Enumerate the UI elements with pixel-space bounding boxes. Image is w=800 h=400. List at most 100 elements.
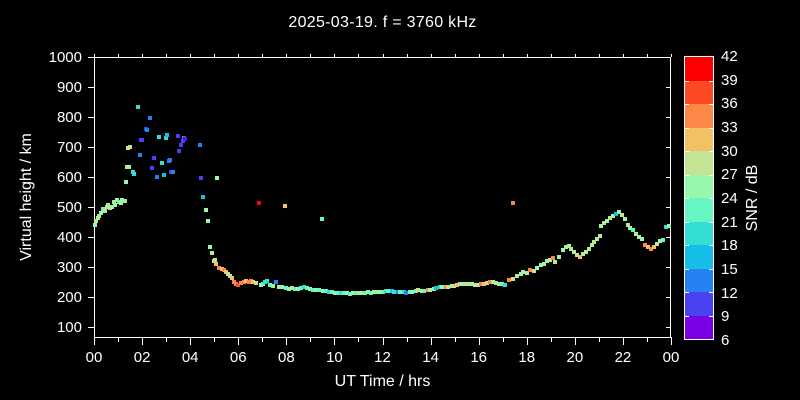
x-tick-label: 18	[518, 349, 536, 366]
data-point	[594, 237, 599, 242]
x-tick-label: 00	[85, 349, 103, 366]
y-right-tick	[666, 297, 671, 298]
scatter-points-layer	[93, 58, 671, 337]
x-minor-tick	[646, 337, 648, 342]
data-point	[230, 276, 235, 281]
y-tick-label: 100	[56, 319, 82, 336]
colorbar-boundary-tick	[709, 292, 713, 293]
colorbar-segment	[685, 292, 713, 316]
data-point	[362, 290, 367, 295]
data-point	[583, 250, 588, 254]
colorbar-boundary-tick	[709, 104, 713, 105]
data-point	[160, 160, 165, 165]
data-point	[209, 250, 214, 255]
data-point	[470, 282, 475, 287]
data-point	[616, 210, 621, 215]
data-point	[437, 285, 442, 290]
colorbar-tick-label: 21	[721, 213, 738, 231]
x-top-tick	[671, 54, 672, 57]
x-minor-tick	[454, 337, 456, 342]
x-tick-label: 16	[470, 349, 487, 366]
data-point	[168, 169, 173, 174]
x-major-tick	[142, 337, 144, 345]
data-point	[353, 290, 358, 295]
data-point	[401, 289, 406, 294]
colorbar-boundary-tick	[709, 222, 713, 223]
data-point	[213, 262, 218, 266]
data-point	[479, 282, 484, 287]
data-point	[257, 201, 262, 206]
y-right-tick	[666, 147, 671, 148]
y-major-tick	[88, 297, 94, 298]
y-major-tick	[88, 327, 94, 328]
data-point	[246, 280, 251, 284]
y-tick-label: 800	[56, 109, 82, 126]
data-point	[446, 284, 451, 289]
data-point	[320, 288, 325, 293]
colorbar-boundary-tick	[709, 81, 713, 82]
data-point	[265, 279, 270, 284]
data-point	[556, 255, 561, 260]
data-point	[205, 219, 210, 224]
data-point	[260, 282, 265, 287]
data-point	[163, 136, 168, 140]
colorbar-tick-label: 12	[721, 284, 738, 302]
data-point	[368, 290, 373, 295]
colorbar-boundary-tick	[709, 198, 713, 199]
x-major-tick	[382, 337, 384, 345]
colorbar-segment	[685, 315, 713, 339]
colorbar-boundary-tick	[709, 128, 713, 129]
data-point	[197, 142, 202, 147]
data-point	[488, 280, 493, 284]
x-tick-label: 08	[277, 349, 295, 366]
data-point	[541, 262, 546, 266]
x-major-tick	[671, 337, 672, 345]
x-top-tick	[142, 54, 144, 57]
data-point	[416, 288, 421, 293]
data-point	[180, 139, 185, 143]
colorbar-tick-label: 39	[721, 71, 738, 89]
colorbar-segment	[685, 57, 713, 81]
x-minor-tick	[406, 337, 408, 342]
x-top-tick	[646, 54, 648, 57]
data-point	[550, 256, 555, 260]
data-point	[132, 172, 137, 176]
data-point	[592, 240, 597, 245]
x-minor-tick	[502, 337, 504, 342]
data-point	[279, 285, 284, 290]
data-point	[335, 291, 340, 296]
data-point	[356, 291, 361, 296]
x-top-tick	[190, 54, 192, 57]
data-point	[115, 197, 120, 202]
x-top-tick	[550, 54, 552, 57]
data-point	[413, 288, 418, 293]
data-point	[98, 211, 103, 215]
y-right-tick	[666, 117, 671, 118]
data-point	[666, 223, 671, 228]
data-point	[112, 202, 117, 207]
x-major-tick	[190, 337, 192, 345]
data-point	[663, 225, 668, 230]
data-point	[175, 133, 180, 138]
colorbar-boundary-tick	[685, 316, 689, 317]
x-tick-label: 00	[662, 349, 680, 366]
data-point	[619, 213, 624, 218]
data-point	[645, 244, 650, 249]
data-point	[630, 228, 635, 233]
x-top-tick	[406, 54, 408, 57]
data-point	[410, 289, 415, 294]
data-point	[524, 271, 529, 275]
x-major-tick	[334, 337, 336, 345]
x-tick-label: 14	[422, 349, 439, 366]
data-point	[215, 175, 220, 180]
x-tick-label: 06	[229, 349, 247, 366]
data-point	[622, 217, 627, 221]
data-point	[282, 204, 287, 209]
data-point	[97, 214, 102, 218]
data-point	[350, 291, 355, 296]
data-point	[560, 247, 565, 252]
data-point	[464, 281, 469, 286]
data-point	[514, 274, 519, 278]
data-point	[449, 284, 454, 289]
data-point	[164, 133, 169, 137]
